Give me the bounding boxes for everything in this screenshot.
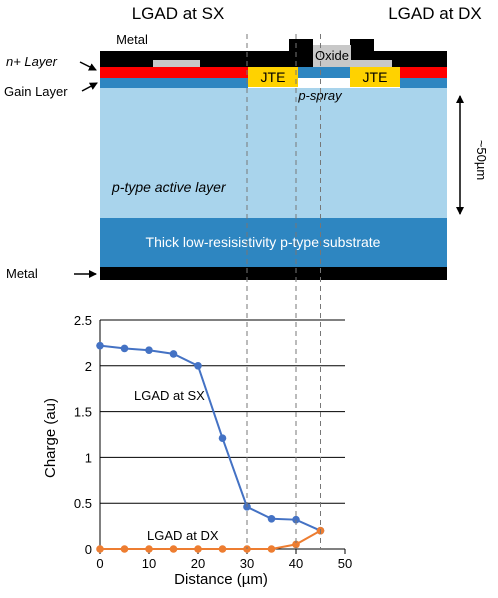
thickness-label: ~50µm bbox=[474, 140, 489, 180]
series-line-sx bbox=[99, 344, 321, 532]
x-tick-label: 0 bbox=[96, 556, 103, 571]
x-tick-label: 10 bbox=[142, 556, 156, 571]
data-point-sx bbox=[292, 515, 300, 524]
n-layer-arrow bbox=[79, 61, 97, 71]
active-layer-label: p-type active layer bbox=[111, 179, 227, 195]
metal-top-label: Metal bbox=[116, 32, 148, 47]
p-spray-region bbox=[298, 67, 350, 78]
metal-top bbox=[100, 51, 447, 67]
p-spray-label: p-spray bbox=[297, 88, 343, 103]
header-left: LGAD at SX bbox=[132, 4, 225, 23]
header-right: LGAD at DX bbox=[388, 4, 482, 23]
x-tick-label: 20 bbox=[191, 556, 205, 571]
data-point-sx bbox=[145, 346, 153, 355]
data-point-dx bbox=[218, 545, 227, 553]
oxide-label: Oxide bbox=[315, 48, 349, 63]
substrate-layer bbox=[100, 218, 447, 267]
gain-layer-left bbox=[100, 78, 248, 88]
metal-bottom-label: Metal bbox=[6, 266, 38, 281]
y-tick-labels: 0 0.5 1 1.5 2 2.5 bbox=[74, 313, 92, 557]
x-tick-label: 30 bbox=[240, 556, 254, 571]
oxide-window-left bbox=[153, 60, 200, 67]
gain-layer-arrow bbox=[81, 82, 98, 92]
n-layer-left bbox=[100, 67, 248, 78]
jte-right-label: JTE bbox=[363, 69, 388, 85]
annotation-dx: LGAD at DX bbox=[147, 528, 219, 543]
oxide-block bbox=[313, 45, 351, 67]
annotation-sx: LGAD at SX bbox=[134, 388, 205, 403]
data-point-dx bbox=[194, 545, 202, 553]
y-tick-label: 2.5 bbox=[74, 313, 92, 328]
gain-layer-label: Gain Layer bbox=[4, 84, 68, 99]
substrate-label: Thick low-resisistivity p-type substrate bbox=[146, 234, 381, 250]
data-point-dx bbox=[145, 545, 153, 553]
data-point-dx bbox=[96, 545, 104, 553]
y-tick-label: 2 bbox=[85, 359, 92, 374]
data-point-sx bbox=[218, 434, 227, 442]
n-layer-right bbox=[400, 67, 447, 78]
data-point-sx bbox=[194, 362, 202, 370]
active-layer bbox=[100, 88, 447, 218]
data-point-dx bbox=[292, 540, 300, 549]
y-axis-label: Charge (au) bbox=[42, 398, 59, 478]
y-tick-label: 0 bbox=[85, 542, 92, 557]
data-point-dx bbox=[267, 545, 276, 553]
data-point-dx bbox=[169, 545, 178, 553]
charge-chart: 0 10 20 30 40 50 0 0.5 1 1.5 2 2.5 Distance (µm) C… bbox=[42, 313, 352, 588]
data-point-sx bbox=[96, 341, 104, 350]
jte-left-label: JTE bbox=[261, 69, 286, 85]
data-point-sx bbox=[267, 514, 276, 523]
series-line-dx bbox=[100, 529, 321, 550]
x-tick-label: 50 bbox=[338, 556, 352, 571]
metal-contact-left bbox=[289, 39, 313, 53]
metal-bottom bbox=[100, 267, 447, 280]
jte-right bbox=[350, 67, 400, 87]
gain-layer-right bbox=[400, 78, 447, 88]
oxide-window-right bbox=[345, 60, 392, 67]
jte-left bbox=[248, 67, 298, 87]
n-layer-label: n+ Layer bbox=[6, 54, 58, 69]
data-point-dx bbox=[120, 545, 129, 553]
data-point-sx bbox=[169, 350, 178, 358]
series-lines bbox=[96, 341, 325, 553]
x-tick-labels: 0 10 20 30 40 50 bbox=[96, 556, 352, 571]
y-tick-label: 1.5 bbox=[74, 405, 92, 420]
x-tick-label: 40 bbox=[289, 556, 303, 571]
cross-section-diagram: LGAD at SX LGAD at DX JTE JTE Metal Oxid… bbox=[4, 4, 489, 281]
x-axis-label: Distance (µm) bbox=[174, 571, 268, 588]
y-tick-label: 1 bbox=[85, 450, 92, 465]
dashed-guide-lines bbox=[246, 34, 321, 549]
data-point-sx bbox=[120, 344, 129, 353]
metal-contact-right bbox=[350, 39, 374, 53]
y-tick-label: 0.5 bbox=[74, 496, 92, 511]
